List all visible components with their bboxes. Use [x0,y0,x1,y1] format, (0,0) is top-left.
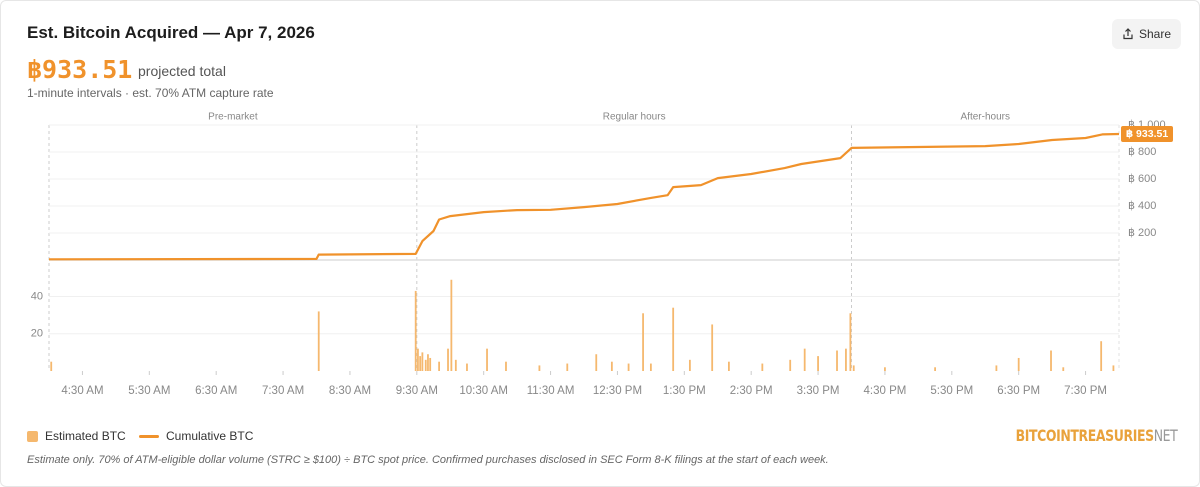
x-tick-label: 5:30 AM [128,385,170,397]
y2-tick-label: ฿ 600 [1128,173,1156,185]
bar [429,357,432,371]
bar [450,279,453,371]
bar [454,359,457,371]
share-icon [1123,28,1133,40]
bar [1017,357,1020,371]
bar [884,367,886,371]
bar [1050,350,1052,371]
x-tick-label: 6:30 PM [997,385,1040,397]
x-tick-label: 11:30 AM [527,385,575,397]
bar [845,348,847,371]
y-tick-label: 40 [31,290,43,302]
legend-swatch [27,430,38,442]
subtitle: 1-minute intervals · est. 70% ATM captur… [27,86,274,100]
bar [1100,341,1103,371]
x-tick-label: 7:30 PM [1064,385,1107,397]
y2-tick-label: ฿ 400 [1128,200,1156,212]
x-tick-label: 12:30 PM [593,385,642,397]
bar [538,365,541,371]
bar [486,348,488,371]
bar [421,352,424,371]
bar [803,348,806,371]
bar [934,367,936,371]
x-tick-label: 6:30 AM [195,385,237,397]
logo-main: BITCOINTREASURIES [1015,426,1154,445]
session-label: Pre-market [208,112,258,123]
x-tick-label: 4:30 PM [864,385,907,397]
share-button[interactable]: Share [1111,19,1181,49]
total-caption: projected total [138,63,226,79]
bar [849,313,852,371]
bar [414,290,417,371]
bar [852,365,855,371]
share-label: Share [1138,27,1171,41]
bar [1112,365,1115,371]
legend-entry: Cumulative BTC [139,429,253,443]
x-tick-label: 2:30 PM [730,385,773,397]
x-tick-label: 1:30 PM [663,385,706,397]
y-tick-label: 20 [31,328,43,340]
bar [761,363,764,371]
bar [427,354,429,371]
logo-suffix: NET [1153,426,1177,445]
bar [447,348,449,371]
bar [836,350,838,371]
chart: Pre-market Regular hours After-hours ฿ 200 ฿… [31,112,1173,397]
cumulative-line [48,132,1120,261]
bar [627,363,630,371]
y2-tick-label: ฿ 800 [1128,146,1156,158]
bar [789,359,792,371]
legend-swatch [139,434,159,438]
bar [711,324,714,371]
x-tick-label: 4:30 AM [61,385,103,397]
bar [688,359,691,371]
x-tick-label: 8:30 AM [329,385,371,397]
bar [817,356,819,371]
x-tick-label: 7:30 AM [262,385,304,397]
bar [417,348,419,371]
bar [566,363,569,371]
x-tick-label: 9:30 AM [396,385,438,397]
value-label: ฿ 933.51 [1126,128,1168,140]
legend-label: Estimated BTC [45,429,126,443]
value-badge [1121,125,1173,142]
bar [595,354,598,371]
bar [610,361,613,371]
bar [317,311,320,371]
bar [672,307,675,371]
x-tick-label: 10:30 AM [459,385,508,397]
bar [438,361,441,371]
session-label: After-hours [961,112,1010,123]
y2-tick-label: ฿ 200 [1128,227,1156,239]
total: ฿933.51 [27,55,133,84]
bar [419,356,422,371]
title: Est. Bitcoin Acquired — Apr 7, 2026 [27,23,315,42]
x-tick-label: 3:30 PM [797,385,840,397]
bar [649,363,652,371]
bar [424,359,427,371]
bar [642,313,644,371]
bar [1062,367,1065,371]
bar [466,363,468,371]
logo: BITCOINTREASURIESNET [1015,426,1177,445]
footnote: Estimate only. 70% of ATM-eligible dolla… [27,454,829,466]
bar [727,361,730,371]
legend-label: Cumulative BTC [166,429,254,443]
x-tick-label: 5:30 PM [930,385,973,397]
session-label: Regular hours [603,112,666,123]
bar [505,361,507,371]
legend-entry: Estimated BTC [27,429,126,443]
bar [50,361,53,371]
bar [995,365,998,371]
